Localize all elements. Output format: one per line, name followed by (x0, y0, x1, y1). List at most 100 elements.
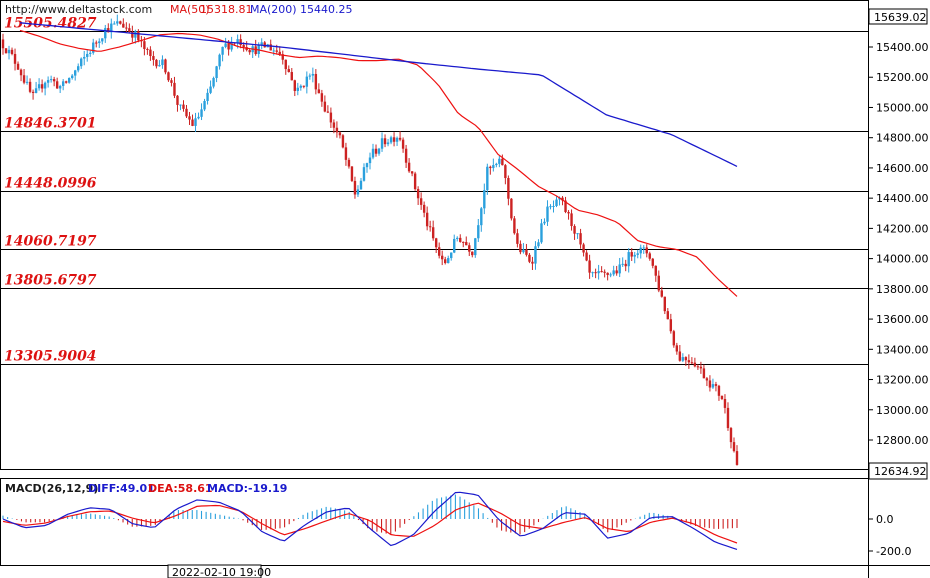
candle-up (540, 218, 543, 244)
candle-down (239, 34, 242, 49)
candle-up (260, 38, 263, 50)
candle-down (314, 69, 318, 95)
candle-up (83, 50, 86, 66)
candle-up (197, 112, 200, 120)
candle-down (513, 216, 516, 235)
candle-up (7, 45, 11, 60)
horizontal-levels: 15505.482714846.370114448.099614060.7197… (0, 16, 868, 365)
candle-down (10, 47, 14, 56)
candle-down (323, 95, 327, 113)
candle-down (672, 329, 676, 348)
candle-up (221, 46, 224, 62)
price-tick-label: 14800.00 (876, 132, 929, 145)
candle-down (317, 83, 321, 94)
candle-up (543, 218, 546, 226)
candle-down (735, 445, 739, 466)
macd-value-label: MACD:-19.19 (207, 482, 287, 495)
candle-up (296, 82, 300, 96)
candle-down (501, 154, 504, 166)
candle-up (474, 237, 477, 258)
macd-diff-label: DIFF:49.01 (88, 482, 155, 495)
candle-down (128, 23, 131, 33)
candle-down (119, 20, 122, 25)
candle-up (104, 24, 107, 43)
candle-up (618, 257, 621, 278)
candle-up (110, 18, 113, 39)
candle-down (594, 268, 597, 279)
candle-up (305, 71, 309, 94)
candle-down (55, 77, 59, 89)
price-tick-label: 12800.00 (876, 434, 929, 447)
candle-up (450, 252, 453, 261)
candle-down (290, 68, 293, 81)
candle-up (92, 38, 95, 55)
last-price-label: 12634.92 (874, 465, 927, 478)
candle-up (549, 204, 552, 210)
candle-down (573, 224, 576, 240)
candle-up (377, 147, 381, 156)
level-label: 14060.7197 (4, 234, 97, 250)
candle-down (567, 210, 570, 220)
macd-tick-0-label: 0.0 (876, 513, 894, 526)
candle-down (137, 29, 140, 43)
ma200-label: MA(200) (250, 3, 297, 16)
candle-up (359, 177, 363, 190)
candle-down (64, 80, 68, 84)
price-tick-label: 14200.00 (876, 222, 929, 235)
candle-down (1, 33, 5, 55)
candle-down (326, 105, 330, 114)
candle-up (447, 255, 450, 264)
candle-down (516, 228, 519, 248)
candle-down (263, 40, 266, 48)
candle-up (362, 163, 366, 182)
time-cursor-label: 2022-02-10 19:00 (172, 566, 271, 578)
candle-up (101, 38, 104, 45)
candle-down (528, 253, 531, 264)
candle-up (639, 244, 642, 259)
candle-up (537, 239, 540, 249)
ma50-label: MA(50) (170, 3, 210, 16)
candle-down (720, 395, 724, 401)
candle-up (552, 200, 555, 213)
candle-down (425, 206, 429, 231)
candle-down (648, 251, 651, 261)
source-url[interactable]: http://www.deltastock.com (5, 3, 152, 16)
candle-down (191, 114, 194, 127)
candle-up (486, 163, 489, 195)
candle-up (597, 264, 600, 280)
price-tick-label: 15400.00 (876, 41, 929, 54)
candle-up (555, 195, 558, 208)
candle-up (389, 135, 393, 145)
candle-down (696, 364, 700, 370)
candle-down (149, 46, 152, 61)
candle-down (287, 65, 290, 73)
candle-down (468, 242, 471, 257)
candle-down (615, 265, 618, 276)
candle-down (302, 85, 306, 89)
candle-down (338, 131, 342, 139)
candle-up (25, 75, 29, 85)
macd-label: MACD(26,12,9) (5, 482, 98, 495)
candle-up (576, 233, 579, 239)
price-tick-label: 13400.00 (876, 343, 929, 356)
candle-up (534, 241, 537, 270)
price-tick-label: 14400.00 (876, 192, 929, 205)
candle-down (167, 71, 170, 82)
candle-down (13, 48, 17, 71)
candle-down (471, 251, 474, 258)
candle-up (58, 84, 62, 94)
candle-down (600, 266, 603, 273)
candle-down (582, 242, 585, 257)
candle-up (365, 162, 369, 173)
candle-down (702, 364, 706, 379)
candle-up (179, 104, 182, 111)
candle-down (22, 69, 26, 85)
candle-down (122, 18, 125, 28)
candle-up (621, 257, 624, 267)
candle-down (344, 142, 348, 166)
candle-down (341, 134, 345, 149)
candle-up (194, 112, 197, 132)
candle-up (98, 38, 101, 48)
top-price-label: 15639.02 (874, 11, 927, 24)
candle-down (630, 248, 633, 261)
